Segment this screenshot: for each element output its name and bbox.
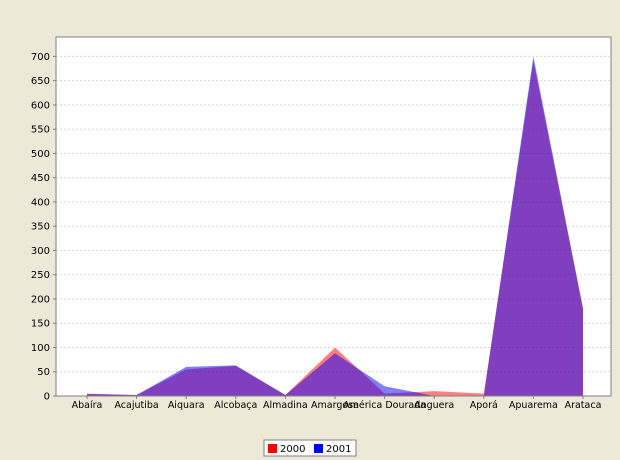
series-areas (87, 56, 583, 397)
y-tick-label: 50 (37, 367, 50, 378)
x-tick-label: América Dourada (343, 400, 426, 411)
y-axis-ticks: 0 50 100 150 200 250 300 350 400 450 500 550 600 650 7… (31, 52, 56, 403)
y-tick-label: 250 (31, 270, 50, 281)
y-tick-label: 350 (31, 222, 50, 233)
x-tick-label: Alcobaça (214, 400, 257, 411)
y-tick-label: 600 (31, 100, 50, 111)
x-tick-label: Abaíra (72, 400, 103, 411)
x-tick-label: Acajutiba (114, 400, 158, 411)
y-tick-label: 150 (31, 319, 50, 330)
x-tick-label: Anguera (414, 400, 454, 411)
x-tick-label: Amargosa (311, 400, 359, 411)
y-tick-label: 200 (31, 294, 50, 305)
series-area-2001 (87, 56, 583, 397)
y-tick-label: 300 (31, 246, 50, 257)
legend-swatch-2000 (268, 444, 277, 453)
x-tick-label: Apuarema (509, 400, 558, 411)
y-tick-label: 100 (31, 343, 50, 354)
x-tick-label: Aporá (470, 400, 498, 411)
y-tick-label: 450 (31, 173, 50, 184)
legend-box (263, 439, 357, 457)
plot-border (55, 36, 612, 397)
y-tick-label: 650 (31, 76, 50, 87)
y-tick-label: 500 (31, 149, 50, 160)
y-tick-label: 400 (31, 197, 50, 208)
y-tick-label: 0 (44, 392, 50, 403)
legend: 2000 2001 (263, 439, 357, 457)
x-tick-label: Almadina (263, 400, 308, 411)
y-tick-label: 700 (31, 52, 50, 63)
gridlines (56, 55, 611, 373)
y-tick-label: 550 (31, 125, 50, 136)
legend-label-2000: 2000 (280, 444, 305, 455)
x-axis-ticks: Abaíra Acajutiba Aiquara Alcobaça Almadina Am… (72, 396, 602, 411)
legend-swatch-2001 (314, 444, 323, 453)
x-tick-label: Arataca (565, 400, 602, 411)
legend-label-2001: 2001 (326, 444, 351, 455)
x-tick-label: Aiquara (168, 400, 205, 411)
